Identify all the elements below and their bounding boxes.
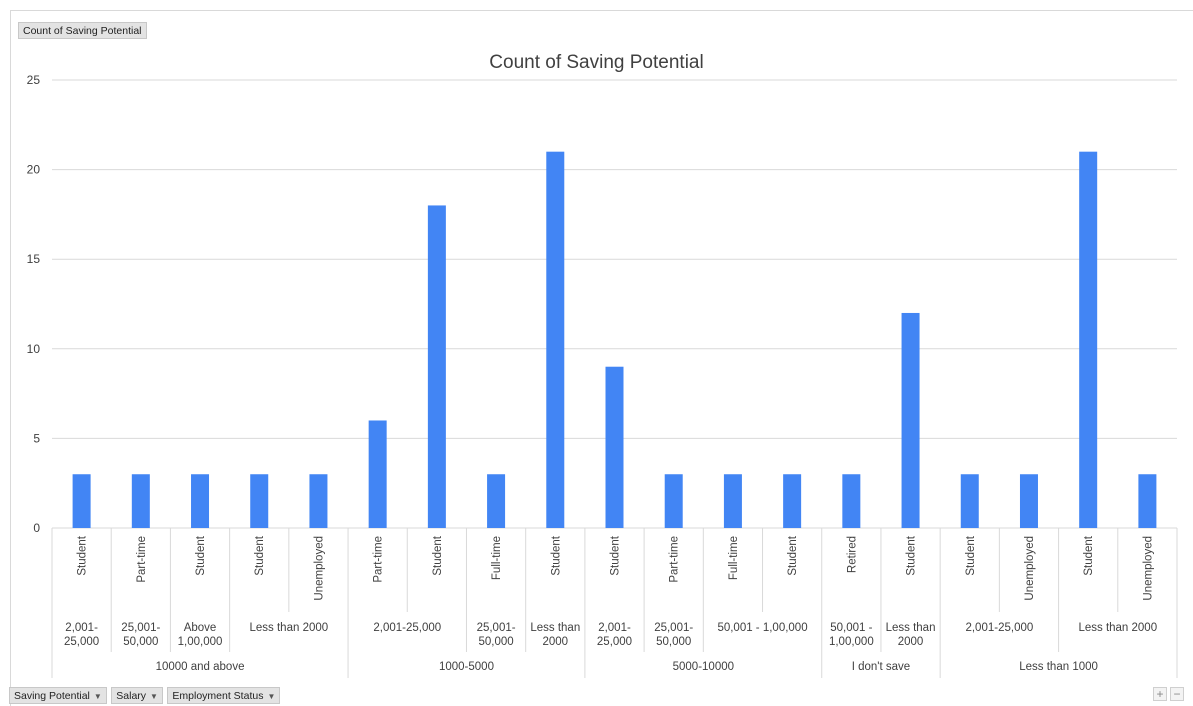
x-salary-label: 25,001-50,000 [477, 622, 516, 648]
x-saving-label: 5000-10000 [673, 661, 734, 673]
y-tick-label: 5 [33, 431, 40, 445]
field-button-label: Salary [116, 690, 147, 702]
x-category-label: Student [254, 535, 266, 575]
x-category-label: Full-time [491, 536, 503, 580]
x-category-label: Student [610, 535, 622, 575]
y-tick-label: 15 [27, 252, 41, 266]
bar [664, 474, 683, 528]
x-category-label: Student [77, 535, 89, 575]
x-salary-label: 25,001-50,000 [654, 622, 693, 648]
x-category-label: Student [906, 535, 918, 575]
x-salary-label: 2,001-25,000 [64, 622, 99, 648]
x-category-label: Student [432, 535, 444, 575]
bar [960, 474, 979, 528]
expand-plus-icon[interactable]: + [1153, 687, 1167, 701]
chart-area [10, 10, 1193, 706]
x-salary-label: Less than 2000 [250, 622, 329, 634]
x-category-label: Student [1083, 535, 1095, 575]
x-salary-label: 25,001-50,000 [121, 622, 160, 648]
bar [131, 474, 150, 528]
x-category-label: Unemployed [1024, 536, 1036, 601]
x-category-label: Part-time [373, 536, 385, 583]
x-category-label: Unemployed [1142, 536, 1154, 601]
x-saving-label: I don't save [852, 661, 910, 673]
x-salary-label: 2,001-25,000 [965, 622, 1033, 634]
bar [546, 151, 565, 528]
y-tick-label: 0 [33, 521, 40, 535]
dropdown-arrow-icon: ▼ [150, 692, 158, 701]
x-salary-label: 2,001-25,000 [597, 622, 632, 648]
x-saving-label: 1000-5000 [439, 661, 494, 673]
x-salary-label: Above 1,00,000 [178, 622, 223, 648]
x-salary-label: Less than 2000 [530, 622, 580, 648]
x-category-label: Retired [846, 536, 858, 573]
field-button-employment-status[interactable]: Employment Status ▼ [167, 687, 281, 704]
x-saving-label: Less than 1000 [1019, 661, 1098, 673]
axis-field-buttons: Saving Potential ▼ Salary ▼ Employment Sta… [9, 686, 281, 704]
field-button-label: Employment Status [172, 690, 264, 702]
chart-title: Count of Saving Potential [489, 52, 704, 73]
field-button-salary[interactable]: Salary ▼ [111, 687, 163, 704]
bar [72, 474, 91, 528]
x-category-label: Part-time [669, 536, 681, 583]
bar [1019, 474, 1038, 528]
x-category-label: Unemployed [313, 536, 325, 601]
value-field-button[interactable]: Count of Saving Potential [18, 22, 147, 39]
x-category-label: Student [550, 535, 562, 575]
field-button-label: Saving Potential [14, 690, 90, 702]
x-salary-label: 2,001-25,000 [373, 622, 441, 634]
bar [842, 474, 861, 528]
x-category-label: Student [787, 535, 799, 575]
x-category-label: Part-time [136, 536, 148, 583]
bar [309, 474, 328, 528]
x-category-label: Full-time [728, 536, 740, 580]
x-saving-label: 10000 and above [156, 661, 245, 673]
bar [605, 366, 624, 528]
bar [250, 474, 269, 528]
bar [901, 312, 920, 528]
y-tick-label: 20 [27, 163, 41, 177]
x-salary-label: 50,001 - 1,00,000 [717, 622, 807, 634]
x-category-label: Student [965, 535, 977, 575]
bar [191, 474, 210, 528]
bar [427, 205, 446, 528]
bar [1079, 151, 1098, 528]
dropdown-arrow-icon: ▼ [93, 692, 102, 701]
bar [1138, 474, 1157, 528]
bar [783, 474, 802, 528]
bar [723, 474, 742, 528]
bar [368, 420, 387, 528]
y-tick-label: 25 [27, 73, 41, 87]
dropdown-arrow-icon: ▼ [267, 692, 276, 701]
x-salary-label: Less than 2000 [1078, 622, 1157, 634]
x-salary-label: Less than 2000 [886, 622, 936, 648]
bar [487, 474, 506, 528]
collapse-minus-icon[interactable]: − [1170, 687, 1184, 701]
y-tick-label: 10 [27, 342, 41, 356]
x-category-label: Student [195, 535, 207, 575]
x-salary-label: 50,001 -1,00,000 [829, 622, 874, 648]
field-button-saving-potential[interactable]: Saving Potential ▼ [9, 687, 107, 704]
